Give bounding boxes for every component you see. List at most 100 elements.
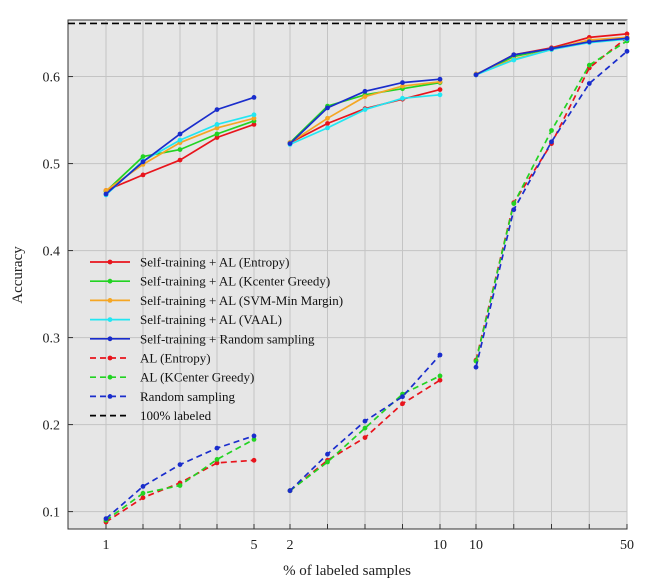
legend-item: Self-training + AL (SVM-Min Margin) — [90, 293, 343, 308]
data-point — [140, 154, 146, 160]
legend-label: AL (KCenter Greedy) — [140, 370, 254, 385]
data-point — [325, 121, 330, 126]
data-point — [103, 191, 109, 197]
data-point — [140, 490, 146, 496]
legend-label: Random sampling — [140, 389, 235, 404]
legend-marker — [107, 355, 113, 361]
data-point — [251, 437, 257, 442]
data-point — [214, 460, 220, 466]
data-point — [624, 35, 630, 41]
data-point — [362, 435, 368, 440]
data-point — [362, 425, 368, 431]
data-point — [214, 135, 220, 140]
x-tick-label: 50 — [620, 538, 634, 553]
legend-item: Self-training + AL (Entropy) — [90, 255, 289, 270]
data-point — [437, 377, 443, 383]
x-tick-label: 1 — [103, 538, 110, 553]
data-point — [473, 364, 479, 370]
data-point — [103, 188, 109, 193]
x-axis-label: % of labeled samples — [283, 563, 411, 579]
legend-marker — [107, 317, 113, 322]
data-point — [511, 201, 517, 207]
data-point — [511, 52, 517, 58]
legend: Self-training + AL (Entropy) Self-trainin… — [90, 255, 343, 423]
data-point — [511, 57, 517, 63]
x-tick-label: 10 — [469, 538, 483, 553]
y-tick-label: 0.3 — [43, 332, 61, 347]
data-point — [325, 459, 330, 465]
data-point — [400, 83, 405, 89]
x-tick-label: 10 — [433, 538, 447, 553]
data-point — [214, 107, 220, 112]
data-point — [287, 141, 293, 147]
data-point — [549, 139, 554, 145]
legend-item: Self-training + AL (VAAL) — [90, 312, 282, 327]
legend-label: 100% labeled — [140, 408, 212, 423]
data-point — [214, 457, 220, 462]
data-point — [214, 131, 220, 137]
data-point — [251, 122, 257, 127]
y-tick-label: 0.5 — [43, 158, 61, 173]
legend-item: AL (Entropy) — [90, 351, 211, 366]
data-point — [400, 95, 405, 101]
data-point — [177, 157, 183, 163]
legend-marker — [107, 298, 113, 303]
data-point — [177, 137, 183, 143]
legend-label: Self-training + AL (Entropy) — [140, 255, 289, 270]
data-point — [624, 48, 630, 54]
series-8 — [103, 48, 630, 521]
data-point — [511, 207, 517, 213]
data-point — [325, 115, 330, 121]
legend-marker — [107, 278, 113, 284]
data-point — [140, 159, 146, 165]
series-line — [475, 50, 628, 368]
data-point — [140, 484, 146, 489]
x-tick-label: 5 — [251, 538, 258, 553]
tick-labels: 0.1 0.2 0.3 0.4 0.5 0.6 1 5 2 10 10 50 — [43, 71, 635, 553]
data-point — [362, 88, 368, 94]
legend-marker — [107, 336, 113, 342]
legend-label: AL (Entropy) — [140, 351, 211, 366]
data-point — [325, 451, 330, 457]
data-point — [549, 46, 554, 52]
x-tick-label: 2 — [287, 538, 294, 553]
data-point — [325, 125, 330, 131]
legend-item: AL (KCenter Greedy) — [90, 370, 254, 385]
data-point — [177, 462, 183, 467]
data-point — [549, 128, 554, 133]
data-point — [473, 72, 479, 78]
series-layer — [103, 31, 630, 525]
data-point — [400, 401, 405, 407]
data-point — [624, 31, 630, 37]
data-point — [214, 122, 220, 127]
series-line — [289, 375, 441, 492]
data-point — [437, 373, 443, 379]
legend-item: Self-training + Random sampling — [90, 331, 315, 346]
data-point — [362, 94, 368, 99]
legend-label: Self-training + AL (SVM-Min Margin) — [140, 293, 343, 308]
legend-item: Self-training + AL (Kcenter Greedy) — [90, 274, 330, 289]
data-point — [251, 457, 257, 463]
data-point — [177, 483, 183, 488]
data-point — [140, 172, 146, 178]
data-point — [400, 394, 405, 400]
data-point — [214, 125, 220, 131]
data-point — [251, 115, 257, 121]
legend-marker — [107, 394, 113, 399]
y-tick-label: 0.4 — [43, 245, 61, 260]
legend-label: Self-training + AL (Kcenter Greedy) — [140, 274, 330, 289]
data-point — [103, 516, 109, 521]
y-tick-label: 0.2 — [43, 419, 61, 434]
series-5 — [103, 35, 630, 197]
data-point — [586, 39, 592, 45]
data-point — [251, 95, 257, 100]
data-point — [400, 80, 405, 85]
data-point — [287, 488, 293, 494]
grid-lines — [68, 20, 628, 529]
legend-label: Self-training + AL (VAAL) — [140, 312, 282, 327]
legend-label: Self-training + Random sampling — [140, 331, 315, 346]
data-point — [140, 495, 146, 501]
legend-item: Random sampling — [90, 389, 235, 404]
data-point — [437, 92, 443, 98]
